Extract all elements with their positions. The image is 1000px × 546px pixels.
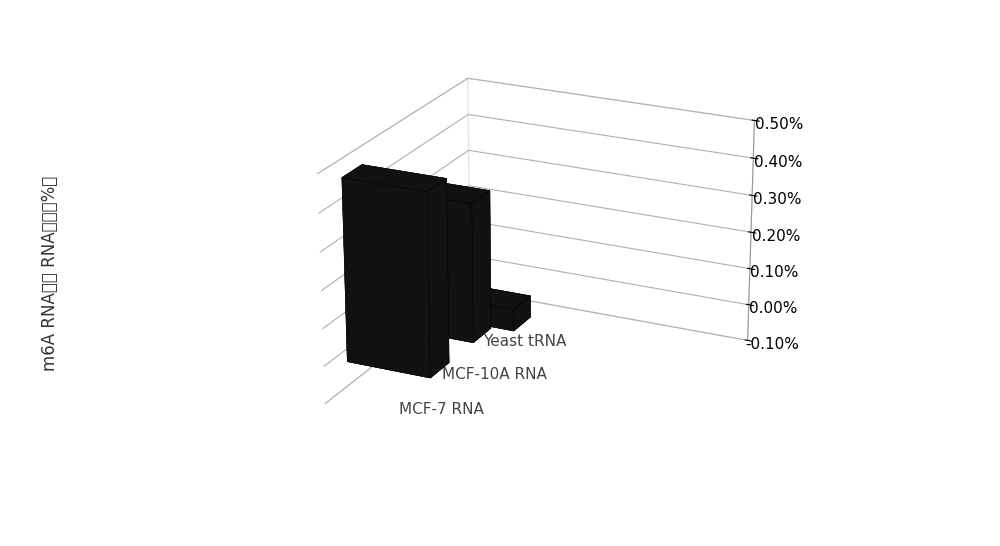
Text: m6A RNA占总 RNA比例（%）: m6A RNA占总 RNA比例（%） (41, 175, 59, 371)
